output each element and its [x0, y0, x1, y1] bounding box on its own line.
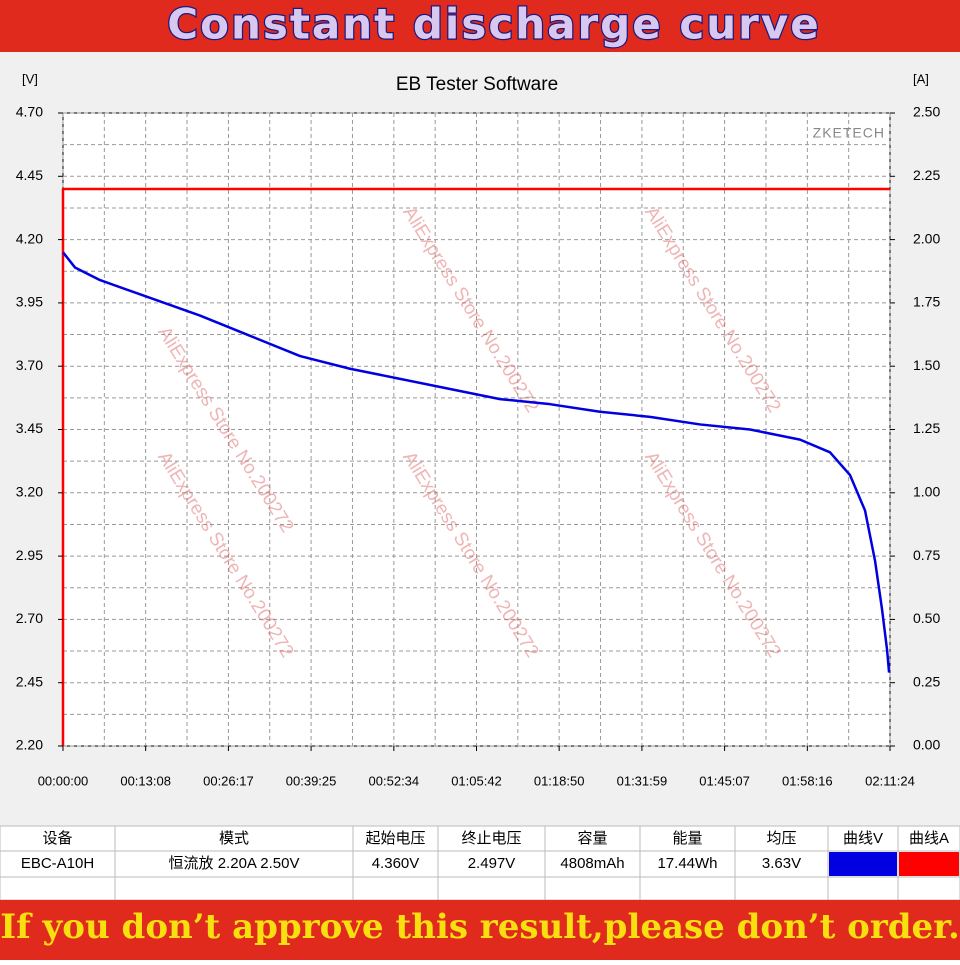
x-tick-label: 00:00:00 [38, 773, 89, 788]
y-tick-label: 2.70 [16, 610, 43, 626]
x-tick-label: 01:31:59 [617, 773, 668, 788]
table-cell: 2.497V [468, 855, 516, 872]
table-cell: 4808mAh [560, 855, 624, 872]
table-header: 容量 [577, 830, 607, 847]
table-header: 设备 [42, 830, 72, 847]
x-tick-label: 00:52:34 [369, 773, 420, 788]
y2-tick-label: 1.75 [913, 294, 940, 310]
y2-unit: [A] [913, 71, 929, 86]
y-tick-label: 3.70 [16, 357, 43, 373]
y2-tick-label: 2.00 [913, 230, 940, 246]
table-header: 终止电压 [461, 830, 521, 847]
legend-swatch [829, 852, 897, 876]
y-tick-label: 3.45 [16, 420, 43, 436]
table-header: 起始电压 [365, 830, 425, 847]
table-cell: 恒流放 2.20A 2.50V [169, 855, 300, 872]
legend-swatch [899, 852, 959, 876]
y2-tick-label: 1.25 [913, 420, 940, 436]
x-tick-label: 00:13:08 [120, 773, 171, 788]
y2-tick-label: 0.25 [913, 673, 940, 689]
chart-title: EB Tester Software [396, 74, 558, 95]
y-tick-label: 3.95 [16, 294, 43, 310]
grid [62, 112, 891, 747]
y-tick-label: 3.20 [16, 484, 43, 500]
series-line [61, 187, 890, 746]
page-title: Constant discharge curve [167, 0, 820, 49]
x-tick-label: 00:39:25 [286, 773, 337, 788]
y-tick-label: 4.70 [16, 104, 43, 120]
y2-tick-label: 2.50 [913, 104, 940, 120]
x-tick-label: 01:18:50 [534, 773, 585, 788]
x-tick-label: 00:26:17 [203, 773, 254, 788]
table-header: 均压 [766, 830, 796, 847]
x-tick-label: 01:58:16 [782, 773, 833, 788]
top-banner [0, 0, 960, 52]
table-header: 能量 [672, 830, 702, 847]
y-tick-label: 4.20 [16, 230, 43, 246]
table-cell: 4.360V [372, 855, 420, 872]
summary-table: 设备 模式 起始电压 终止电压 容量 能量 均压 EBC-A10H 恒流放 2.20A 2.50… [0, 825, 960, 901]
plot [61, 187, 891, 746]
y2-tick-label: 1.50 [913, 357, 940, 373]
y-tick-label: 2.45 [16, 673, 43, 689]
x-tick-label: 01:05:42 [451, 773, 502, 788]
y2-tick-label: 0.50 [913, 610, 940, 626]
y2-tick-label: 0.75 [913, 547, 940, 563]
y-tick-label: 2.95 [16, 547, 43, 563]
y-unit: [V] [22, 71, 38, 86]
table-cell: EBC-A10H [21, 855, 94, 872]
y2-tick-label: 2.25 [913, 167, 940, 183]
brand: ZKETECH [813, 125, 885, 141]
x-tick-label: 02:11:24 [865, 773, 915, 788]
table-cell: 3.63V [762, 855, 801, 872]
bottom-banner [0, 900, 960, 960]
table-cell: 17.44Wh [657, 855, 717, 872]
x-tick-label: 01:45:07 [699, 773, 750, 788]
series-line [62, 251, 891, 673]
y2-tick-label: 0.00 [913, 737, 940, 753]
table-bg [0, 826, 960, 900]
y-tick-label: 2.20 [16, 737, 43, 753]
table-header: 模式 [219, 830, 249, 847]
legend-label: 曲线A [909, 830, 949, 847]
footer-text: If you don’t approve this result,please … [0, 907, 960, 947]
y-tick-label: 4.45 [16, 167, 43, 183]
y2-tick-label: 1.00 [913, 484, 940, 500]
legend-label: 曲线V [843, 830, 883, 847]
